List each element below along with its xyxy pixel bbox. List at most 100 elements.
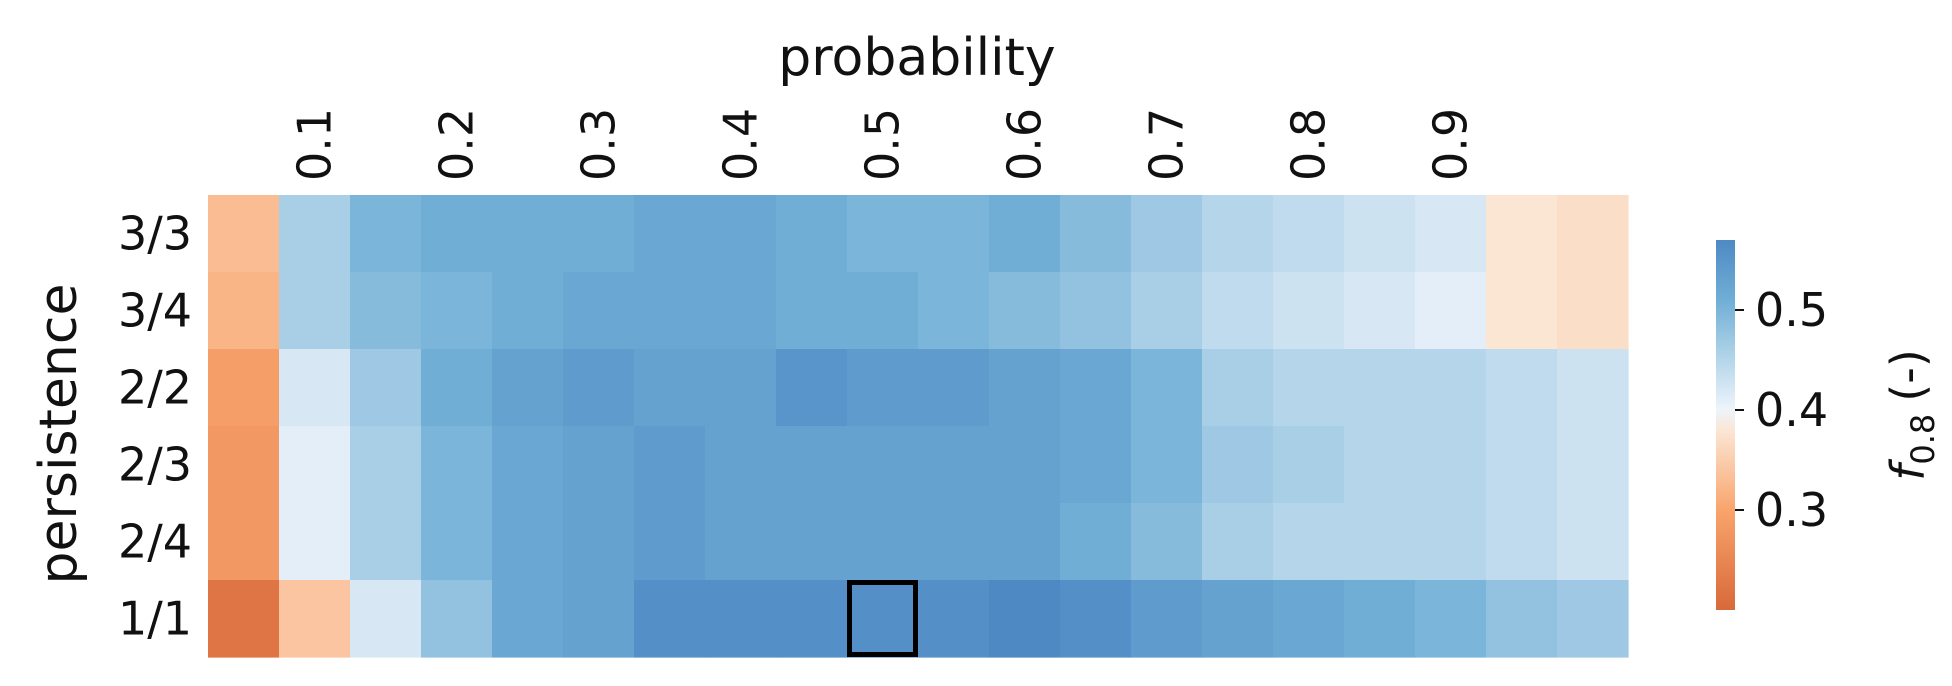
heatmap-cell — [492, 272, 564, 350]
x-axis-label: probability — [778, 28, 1055, 88]
heatmap-cell — [421, 580, 493, 658]
heatmap-cell — [776, 349, 848, 427]
heatmap-cell — [989, 426, 1061, 504]
heatmap-cell — [1344, 580, 1416, 658]
heatmap-cell — [989, 195, 1061, 273]
colorbar-tick-label: 0.5 — [1755, 283, 1828, 337]
heatmap-cell — [1415, 580, 1487, 658]
heatmap-cell — [421, 503, 493, 581]
heatmap-cell — [1131, 503, 1203, 581]
heatmap-cell — [563, 195, 635, 273]
heatmap-cell — [847, 426, 919, 504]
heatmap-cell — [918, 580, 990, 658]
heatmap-cell — [1060, 195, 1132, 273]
heatmap-cell — [847, 195, 919, 273]
heatmap-cell — [1060, 580, 1132, 658]
heatmap-cell — [634, 195, 706, 273]
heatmap-cell — [989, 349, 1061, 427]
x-tick-label: 0.8 — [1282, 108, 1336, 181]
heatmap-cell — [1415, 503, 1487, 581]
heatmap-cell — [1557, 195, 1629, 273]
heatmap-cell — [421, 195, 493, 273]
x-tick-label: 0.4 — [714, 108, 768, 181]
heatmap-cell — [1557, 426, 1629, 504]
heatmap-cell — [1060, 503, 1132, 581]
heatmap-cell — [1060, 349, 1132, 427]
heatmap-cell — [1131, 580, 1203, 658]
heatmap-cell — [1415, 426, 1487, 504]
heatmap-cell — [563, 272, 635, 350]
colorbar-label-sub: 0.8 — [1904, 414, 1942, 465]
heatmap-cell — [1486, 195, 1558, 273]
heatmap-cell — [492, 195, 564, 273]
heatmap-cell — [776, 272, 848, 350]
heatmap-cell — [1131, 272, 1203, 350]
heatmap-cell — [421, 426, 493, 504]
heatmap-cell — [776, 503, 848, 581]
heatmap-cell — [847, 272, 919, 350]
heatmap-cell — [1273, 426, 1345, 504]
heatmap-cell — [776, 580, 848, 658]
heatmap-cell — [208, 426, 280, 504]
heatmap-cell — [208, 272, 280, 350]
heatmap-cell — [1557, 272, 1629, 350]
x-tick-label: 0.5 — [856, 108, 910, 181]
x-tick-label: 0.3 — [572, 108, 626, 181]
y-axis-label: persistence — [29, 284, 89, 585]
heatmap-cell — [705, 272, 777, 350]
heatmap-cell — [279, 580, 351, 658]
heatmap-cell — [634, 272, 706, 350]
colorbar — [1716, 240, 1735, 610]
heatmap-cell — [350, 272, 422, 350]
heatmap-cell — [776, 195, 848, 273]
heatmap-cell — [208, 580, 280, 658]
colorbar-label-suffix: (-) — [1881, 349, 1935, 402]
heatmap-cell — [1273, 580, 1345, 658]
y-tick-label: 1/1 — [118, 592, 192, 646]
heatmap-cell — [421, 349, 493, 427]
heatmap-cell — [1486, 580, 1558, 658]
heatmap-cell — [279, 195, 351, 273]
heatmap-cell — [279, 503, 351, 581]
heatmap-cell — [1344, 503, 1416, 581]
heatmap-cell — [492, 580, 564, 658]
heatmap-cell — [279, 349, 351, 427]
heatmap-cell — [492, 349, 564, 427]
heatmap-cell — [1202, 272, 1274, 350]
heatmap-cell — [1557, 580, 1629, 658]
heatmap-cell — [1202, 426, 1274, 504]
heatmap-cell — [350, 426, 422, 504]
heatmap-cell — [634, 426, 706, 504]
heatmap-cell — [918, 426, 990, 504]
highlighted-cell-frame — [847, 580, 918, 657]
heatmap-cell — [1060, 426, 1132, 504]
heatmap-cell — [1344, 349, 1416, 427]
heatmap-cell — [1131, 195, 1203, 273]
heatmap-cell — [705, 426, 777, 504]
heatmap-cell — [563, 426, 635, 504]
heatmap-cell — [918, 195, 990, 273]
colorbar-label: f0.8(-) — [1881, 349, 1942, 481]
x-tick-label: 0.1 — [288, 108, 342, 181]
heatmap-cell — [1273, 272, 1345, 350]
heatmap-cell — [1131, 349, 1203, 427]
y-tick-label: 2/2 — [118, 361, 192, 415]
heatmap-cell — [208, 195, 280, 273]
heatmap-cell — [350, 195, 422, 273]
heatmap-cell — [705, 349, 777, 427]
heatmap-cell — [634, 503, 706, 581]
heatmap-cell — [1415, 195, 1487, 273]
colorbar-ticks: 0.3 0.4 0.5 — [1735, 283, 1828, 537]
heatmap-cell — [776, 426, 848, 504]
heatmap-cell — [1060, 272, 1132, 350]
heatmap-cell — [1202, 580, 1274, 658]
heatmap-cell — [208, 349, 280, 427]
heatmap-cell — [279, 272, 351, 350]
heatmap-cell — [1273, 195, 1345, 273]
colorbar-tick-label: 0.3 — [1755, 483, 1828, 537]
heatmap-cell — [847, 580, 919, 658]
heatmap-cell — [1202, 349, 1274, 427]
heatmap-cell — [1273, 503, 1345, 581]
heatmap-cell — [1344, 272, 1416, 350]
